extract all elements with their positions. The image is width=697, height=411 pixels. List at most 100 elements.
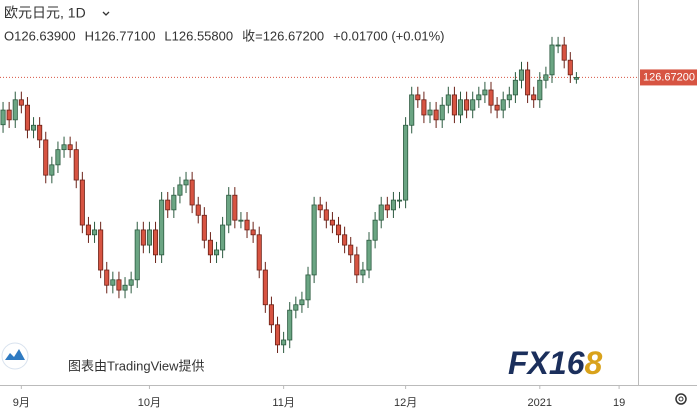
candle-body — [67, 144, 73, 151]
candle-body — [244, 219, 250, 231]
candle-body — [128, 279, 134, 286]
candle-body — [293, 304, 299, 311]
candle-body — [122, 284, 128, 291]
gear — [675, 393, 687, 405]
candle-body — [201, 214, 207, 241]
candle-body — [567, 59, 573, 76]
candle-body — [116, 279, 122, 291]
legend-item: O126.63900 — [4, 28, 76, 43]
x-tick-label: 2021 — [528, 397, 552, 409]
candle-body — [49, 164, 55, 176]
logo-part: 8 — [584, 345, 602, 381]
legend-item: H126.77100 — [85, 28, 156, 43]
candle-body — [281, 339, 287, 346]
candle-body — [525, 69, 531, 96]
candle-body — [0, 109, 6, 126]
candle-body — [232, 194, 238, 221]
candle-body — [329, 219, 335, 226]
candle-body — [415, 94, 421, 101]
candle-body — [488, 89, 494, 106]
logo-part: FX16 — [508, 345, 585, 381]
candle-body — [207, 239, 213, 256]
candle-body — [482, 89, 488, 96]
candle-body — [323, 209, 329, 221]
candle-body — [256, 234, 262, 271]
attribution: 图表由TradingView提供 — [68, 358, 205, 373]
candle-body — [189, 179, 195, 206]
candle-body — [531, 94, 537, 101]
legend-item: 收=126.67200 — [242, 28, 324, 43]
candle-body — [403, 124, 409, 201]
candle-body — [159, 199, 165, 256]
candle-body — [390, 199, 396, 211]
candle-body — [335, 224, 342, 236]
candle-body — [238, 219, 244, 222]
candle-body — [445, 94, 451, 106]
candle-body — [55, 149, 61, 166]
candle-body — [12, 99, 18, 121]
candle-body — [476, 94, 482, 101]
candle-body — [433, 109, 439, 121]
candle-body — [18, 99, 24, 106]
candle-body — [146, 229, 152, 246]
candle-body — [98, 229, 104, 271]
candle-body — [311, 204, 317, 276]
x-tick-label: 9月 — [13, 397, 30, 409]
candle-body — [348, 244, 354, 256]
candle-body — [220, 224, 226, 251]
last-price-box — [640, 69, 697, 86]
legend-item: +0.01700 (+0.01%) — [333, 28, 444, 43]
candle-body — [104, 269, 110, 286]
candle-body — [165, 199, 171, 211]
candle-body — [512, 79, 518, 96]
candle-body — [366, 239, 372, 271]
candle-body — [549, 44, 555, 76]
chart-title: 欧元日元, 1D — [4, 5, 86, 21]
candle-body — [140, 229, 146, 246]
tv-logo-mark — [5, 349, 25, 360]
candle-body — [79, 179, 85, 226]
candle-body — [134, 229, 140, 281]
x-tick-label: 11月 — [272, 397, 294, 409]
candle-body — [226, 194, 232, 226]
gear-center — [678, 396, 684, 402]
candle-body — [470, 99, 476, 111]
candle-body — [409, 94, 415, 126]
candle-body — [384, 204, 390, 211]
candle-body — [537, 79, 543, 101]
candle-body — [354, 254, 360, 276]
candle-body — [85, 224, 91, 236]
x-tick-label: 19 — [613, 397, 625, 409]
candle-body — [360, 269, 366, 276]
candle-body — [439, 104, 445, 121]
candle-body — [61, 144, 67, 151]
settings-icon[interactable] — [675, 393, 687, 405]
candle-body — [555, 44, 561, 47]
candle-body — [287, 309, 293, 341]
candle-body — [378, 204, 384, 221]
candle-body — [305, 274, 311, 301]
plot — [0, 36, 638, 354]
candle-body — [396, 199, 403, 202]
candle-body — [317, 204, 323, 211]
candle-body — [213, 249, 220, 256]
candle-body — [494, 104, 500, 111]
candle-body — [573, 77, 579, 80]
candle-body — [561, 44, 567, 61]
candle-body — [464, 99, 470, 111]
candle-body — [518, 69, 525, 81]
candle-body — [421, 99, 427, 116]
candle-body — [299, 299, 305, 306]
candle-body — [24, 104, 30, 131]
candle-body — [262, 269, 268, 306]
x-tick-label: 12月 — [394, 397, 417, 409]
candle-body — [31, 124, 37, 131]
chevron[interactable] — [102, 11, 110, 16]
candle-body — [37, 124, 43, 141]
candle-body — [451, 94, 457, 116]
candle-body — [43, 139, 49, 176]
candle-body — [500, 99, 506, 111]
candle-body — [195, 204, 201, 216]
